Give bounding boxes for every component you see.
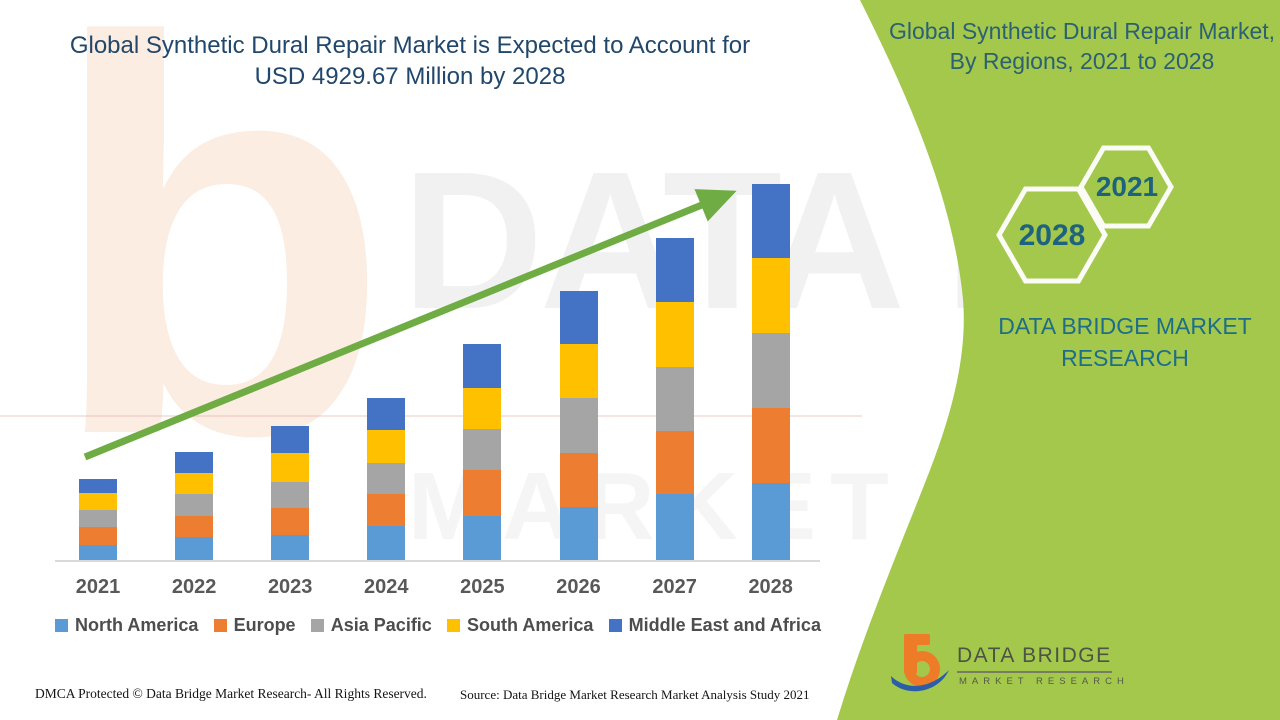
bar-2022-segment-south-america — [175, 473, 214, 494]
sidebar-title: Global Synthetic Dural Repair Market, By… — [888, 18, 1276, 74]
legend-label-north-america: North America — [75, 615, 199, 635]
bar-2024-segment-south-america — [367, 430, 406, 463]
bar-2022 — [175, 452, 214, 560]
bar-2024-segment-asia-pacific — [367, 463, 406, 494]
bar-2028-segment-south-america — [751, 258, 790, 333]
legend-item-europe: Europe — [213, 615, 296, 636]
legend-item-middle-east-and-africa: Middle East and Africa — [608, 615, 821, 636]
bar-2024-segment-europe — [367, 494, 406, 526]
chart-title: Global Synthetic Dural Repair Market is … — [30, 30, 790, 92]
x-axis-label-2024: 2024 — [364, 576, 409, 598]
x-axis-label-2022: 2022 — [171, 576, 217, 598]
bar-2025-segment-north-america — [463, 516, 502, 560]
bar-2028-segment-north-america — [751, 483, 790, 560]
legend-label-south-america: South America — [467, 615, 594, 635]
bar-2024-segment-middle-east-and-africa — [367, 398, 406, 430]
x-axis-label-2027: 2027 — [652, 576, 697, 598]
bar-2026-segment-asia-pacific — [559, 398, 598, 453]
bar-2025-segment-south-america — [463, 388, 502, 429]
legend-swatch-north-america — [55, 619, 68, 632]
bar-2027-segment-middle-east-and-africa — [655, 238, 694, 302]
hexagon-year-2021: 2021 — [1095, 171, 1159, 202]
x-axis-label-2026: 2026 — [556, 576, 601, 598]
bar-2026-segment-middle-east-and-africa — [559, 291, 598, 344]
hexagon-year-2028: 2028 — [1018, 219, 1086, 252]
legend-swatch-asia-pacific — [310, 619, 324, 632]
chart-title-line2: USD 4929.67 Million by 2028 — [254, 63, 566, 90]
bar-2022-segment-asia-pacific — [175, 494, 214, 516]
bar-2028 — [751, 184, 790, 560]
x-axis-label-2025: 2025 — [460, 576, 505, 598]
bar-2023-segment-asia-pacific — [271, 482, 310, 508]
watermark-logo-b: b — [48, 0, 391, 551]
x-axis-label-2023: 2023 — [267, 576, 313, 598]
bar-2027-segment-south-america — [655, 302, 694, 367]
bar-2027 — [655, 238, 694, 560]
chart-title-line1: Global Synthetic Dural Repair Market is … — [69, 32, 751, 59]
data-bridge-logo-subname: MARKET RESEARCH — [959, 676, 1129, 687]
bar-2027-segment-asia-pacific — [655, 367, 694, 431]
bar-2023 — [271, 426, 310, 560]
x-axis-label-2028: 2028 — [748, 576, 793, 598]
footer-source-text: Source: Data Bridge Market Research Mark… — [460, 687, 810, 702]
bar-2025 — [463, 344, 502, 560]
background-guide-line — [0, 415, 862, 417]
bar-2023-segment-europe — [271, 508, 310, 535]
bar-2028-segment-asia-pacific — [751, 333, 790, 408]
bar-2021-segment-south-america — [79, 493, 117, 510]
legend-label-asia-pacific: Asia Pacific — [330, 615, 432, 635]
legend-swatch-europe — [213, 619, 227, 632]
bar-2024-segment-north-america — [367, 526, 406, 560]
trend-arrow-line — [83, 189, 737, 461]
hexagon-2028 — [996, 186, 1108, 284]
legend-item-north-america: North America — [55, 615, 198, 636]
bar-2022-segment-europe — [175, 516, 214, 537]
bar-2021-segment-asia-pacific — [79, 510, 117, 527]
bar-2022-segment-north-america — [175, 537, 214, 560]
bar-2021-segment-europe — [79, 527, 117, 545]
bar-2028-segment-europe — [751, 408, 790, 483]
chart-legend: North America Europe Asia Pacific South Ame… — [55, 615, 821, 636]
bar-2023-segment-middle-east-and-africa — [271, 426, 310, 453]
bar-2025-segment-asia-pacific — [463, 429, 502, 470]
footer-dmca-text: DMCA Protected © Data Bridge Market Rese… — [35, 686, 427, 701]
bar-2025-segment-europe — [463, 470, 502, 516]
bar-2026-segment-south-america — [559, 344, 598, 398]
bar-2025-segment-middle-east-and-africa — [463, 344, 502, 388]
bar-2022-segment-middle-east-and-africa — [175, 452, 214, 473]
legend-swatch-south-america — [447, 619, 461, 632]
bar-2021 — [79, 479, 117, 560]
bar-2027-segment-north-america — [655, 494, 694, 560]
bar-2023-segment-north-america — [271, 535, 310, 560]
hexagon-2021 — [1078, 145, 1174, 229]
legend-swatch-middle-east-and-africa — [608, 619, 622, 632]
bar-2023-segment-south-america — [271, 453, 310, 482]
x-axis-label-2021: 2021 — [75, 576, 121, 598]
bar-2021-segment-middle-east-and-africa — [79, 479, 117, 493]
legend-item-asia-pacific: Asia Pacific — [310, 615, 432, 636]
bar-2024 — [367, 398, 406, 560]
legend-item-south-america: South America — [447, 615, 593, 636]
bar-2028-segment-middle-east-and-africa — [751, 184, 790, 258]
data-bridge-logo-name: DATA BRIDGE — [957, 644, 1112, 673]
bar-2027-segment-europe — [655, 431, 694, 494]
bar-2026 — [559, 291, 598, 560]
bar-2021-segment-north-america — [79, 545, 117, 560]
bar-2026-segment-north-america — [559, 507, 598, 560]
x-axis-line — [55, 560, 820, 562]
bar-2026-segment-europe — [559, 453, 598, 507]
data-bridge-logo-icon — [891, 634, 949, 692]
legend-label-middle-east-and-africa: Middle East and Africa — [628, 615, 821, 635]
sidebar-brand-text: DATA BRIDGE MARKET RESEARCH — [998, 313, 1252, 371]
legend-label-europe: Europe — [233, 615, 296, 635]
